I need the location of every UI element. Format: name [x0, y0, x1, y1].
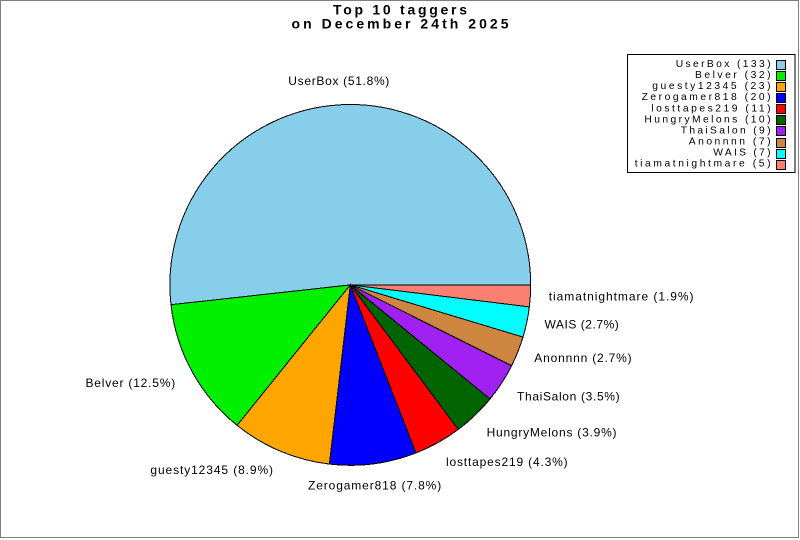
svg-text:Anonnnn (2.7%): Anonnnn (2.7%) [534, 351, 631, 365]
svg-text:guesty12345 (23): guesty12345 (23) [652, 81, 770, 92]
svg-text:UserBox (51.8%): UserBox (51.8%) [288, 74, 389, 88]
svg-text:tiamatnightmare (1.9%): tiamatnightmare (1.9%) [549, 290, 694, 304]
svg-text:Zerogamer818 (7.8%): Zerogamer818 (7.8%) [308, 478, 441, 492]
svg-text:HungryMelons (3.9%): HungryMelons (3.9%) [487, 426, 617, 440]
svg-text:Top 10 taggers: Top 10 taggers [333, 2, 467, 18]
svg-text:losttapes219 (4.3%): losttapes219 (4.3%) [446, 455, 568, 469]
svg-text:HungryMelons (10): HungryMelons (10) [644, 114, 770, 125]
svg-text:on December 24th 2025: on December 24th 2025 [292, 16, 509, 32]
svg-text:Zerogamer818 (20): Zerogamer818 (20) [642, 92, 771, 103]
svg-text:ThaiSalon (3.5%): ThaiSalon (3.5%) [517, 390, 620, 404]
svg-text:Belver (12.5%): Belver (12.5%) [86, 376, 176, 390]
svg-text:WAIS (7): WAIS (7) [713, 148, 770, 159]
svg-text:guesty12345 (8.9%): guesty12345 (8.9%) [150, 463, 273, 477]
svg-text:Belver (32): Belver (32) [695, 70, 771, 81]
svg-text:WAIS (2.7%): WAIS (2.7%) [545, 318, 619, 332]
svg-text:tiamatnightmare (5): tiamatnightmare (5) [635, 159, 771, 170]
svg-text:losttapes219 (11): losttapes219 (11) [651, 103, 770, 114]
